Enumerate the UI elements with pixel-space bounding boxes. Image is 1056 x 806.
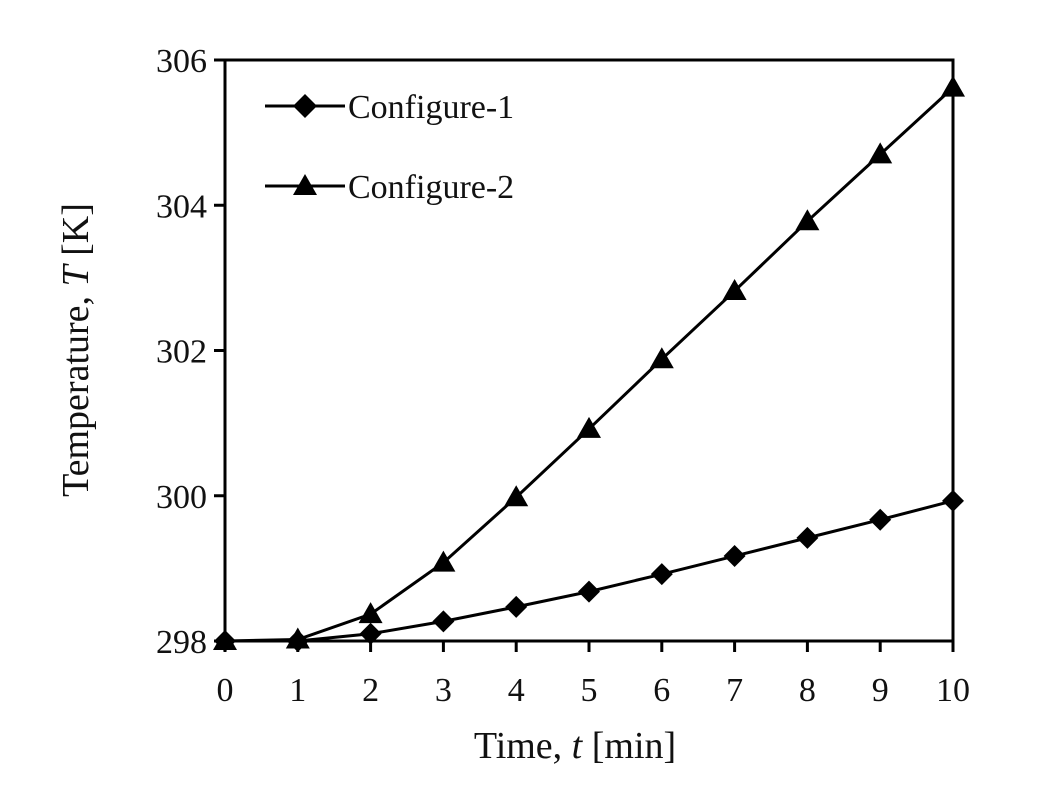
x-tick-label: 9 <box>872 672 889 709</box>
diamond-data-point <box>723 545 746 568</box>
triangle-data-point <box>504 485 529 507</box>
diamond-data-point <box>359 622 382 645</box>
diamond-data-point <box>432 610 455 633</box>
x-tick-label: 0 <box>217 672 234 709</box>
y-tick-label: 306 <box>156 43 207 80</box>
legend: Configure-1 Configure-2 <box>265 89 514 206</box>
y-tick-label: 298 <box>156 624 207 661</box>
legend-entry-configure-1: Configure-1 <box>265 89 514 126</box>
diamond-data-point <box>796 526 819 549</box>
diamond-data-point <box>505 595 528 618</box>
triangle-data-point <box>868 142 893 164</box>
triangle-data-point <box>213 629 237 650</box>
x-tick-label: 7 <box>726 672 743 709</box>
triangle-data-point <box>795 209 820 231</box>
x-tick-label: 10 <box>936 672 970 709</box>
x-tick-label: 2 <box>362 672 379 709</box>
triangle-data-point <box>649 347 674 369</box>
legend-label-configure-2: Configure-2 <box>348 169 514 206</box>
triangle-data-point <box>941 75 965 97</box>
y-tick-label: 300 <box>156 479 207 516</box>
diamond-data-point <box>578 580 600 603</box>
diamond-data-point <box>869 508 892 531</box>
x-axis-title: Time, t [min] <box>474 725 676 767</box>
diamond-data-point <box>650 563 673 586</box>
x-tick-label: 4 <box>508 672 525 709</box>
legend-entry-configure-2: Configure-2 <box>265 169 514 206</box>
x-tick-label: 3 <box>435 672 452 709</box>
x-tick-label: 1 <box>289 672 306 709</box>
series-line-configure-2 <box>224 86 955 643</box>
y-axis-title: Temperature, T [K] <box>55 203 97 497</box>
legend-diamond-marker <box>293 94 317 118</box>
triangle-data-point <box>431 550 456 572</box>
series-group <box>213 75 965 652</box>
y-tick-label: 304 <box>156 188 207 225</box>
x-tick-label: 5 <box>581 672 598 709</box>
legend-label-configure-1: Configure-1 <box>348 89 514 126</box>
triangle-data-point <box>577 416 601 438</box>
triangle-data-point <box>358 602 383 624</box>
y-tick-label: 302 <box>156 334 207 371</box>
plot-frame <box>223 58 955 643</box>
x-tick-label: 6 <box>653 672 670 709</box>
triangle-data-point <box>722 278 747 300</box>
axis-ticks: 298 300 302 304 306 0 1 2 3 4 5 6 7 8 9 10 <box>156 43 970 709</box>
legend-triangle-marker <box>293 174 317 195</box>
series-line-configure-1 <box>225 499 954 643</box>
diamond-data-point <box>942 489 964 512</box>
x-tick-label: 8 <box>799 672 816 709</box>
triangle-data-point <box>285 627 310 649</box>
